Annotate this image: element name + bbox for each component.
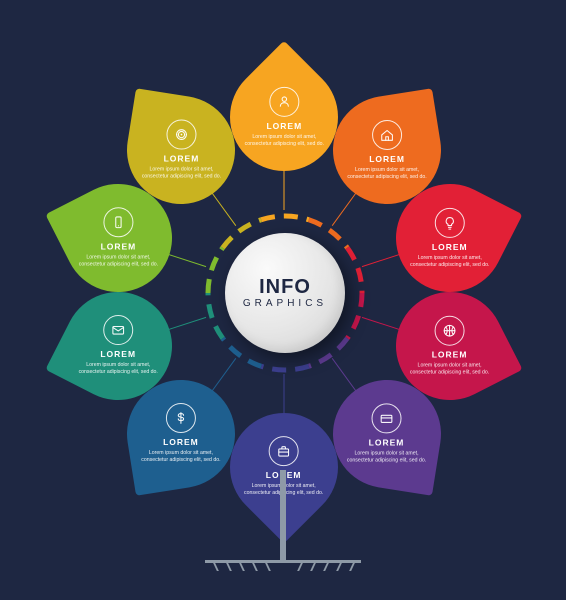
wifi-icon [166, 120, 196, 150]
petal-body: Lorem ipsum dolor sit amet, consectetur … [405, 254, 495, 268]
petal-label: LOREM [369, 437, 405, 447]
card-icon [372, 403, 402, 433]
petal-label: LOREM [163, 437, 199, 447]
infographic-stage: LOREM Lorem ipsum dolor sit amet, consect… [0, 0, 566, 600]
petal-label: LOREM [433, 241, 469, 251]
mail-icon [103, 316, 133, 346]
person-icon [269, 86, 299, 116]
petal-label: LOREM [433, 350, 469, 360]
petal-body: Lorem ipsum dolor sit amet, consectetur … [342, 167, 432, 181]
petal-body: Lorem ipsum dolor sit amet, consectetur … [405, 363, 495, 377]
stem-base-line [205, 560, 361, 563]
hub-title-line1: INFO [259, 277, 311, 297]
briefcase-icon [269, 436, 299, 466]
center-hub-text: INFO GRAPHICS [225, 233, 345, 353]
petal-label: LOREM [100, 350, 136, 360]
petal-body: Lorem ipsum dolor sit amet, consectetur … [136, 167, 226, 181]
stem-vertical [280, 470, 286, 560]
dollar-icon [166, 403, 196, 433]
hub-title-line2: GRAPHICS [243, 299, 327, 309]
petal-label: LOREM [266, 120, 302, 130]
bulb-icon [435, 207, 465, 237]
basketball-icon [435, 316, 465, 346]
petal-body: Lorem ipsum dolor sit amet, consectetur … [136, 450, 226, 464]
petal-label: LOREM [163, 154, 199, 164]
petal-body: Lorem ipsum dolor sit amet, consectetur … [239, 133, 329, 147]
home-icon [372, 120, 402, 150]
petal-body: Lorem ipsum dolor sit amet, consectetur … [73, 254, 163, 268]
petal-label: LOREM [100, 241, 136, 251]
petal-body: Lorem ipsum dolor sit amet, consectetur … [342, 450, 432, 464]
petal-body: Lorem ipsum dolor sit amet, consectetur … [73, 363, 163, 377]
phone-icon [103, 207, 133, 237]
petal-label: LOREM [369, 154, 405, 164]
